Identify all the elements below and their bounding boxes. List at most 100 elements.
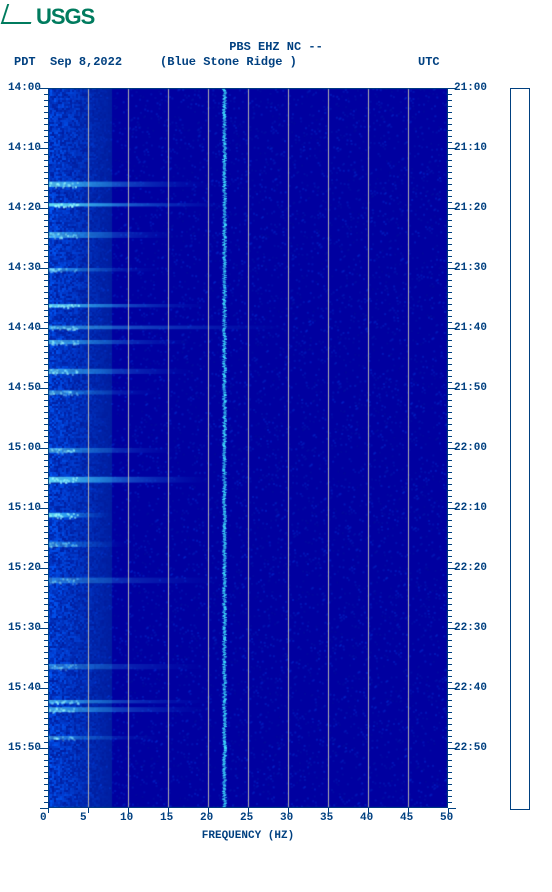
left-time-label: 15:40 <box>8 682 41 694</box>
y-tick <box>40 268 48 269</box>
y-tick <box>448 718 452 719</box>
y-tick <box>44 316 48 317</box>
y-tick <box>448 340 452 341</box>
y-tick <box>448 442 452 443</box>
y-tick <box>448 616 452 617</box>
y-tick <box>448 352 452 353</box>
y-tick <box>44 562 48 563</box>
y-tick <box>44 472 48 473</box>
left-timezone-label: PDT Sep 8,2022 <box>14 55 122 69</box>
y-tick <box>448 706 452 707</box>
y-tick <box>44 526 48 527</box>
y-tick <box>44 322 48 323</box>
y-tick <box>44 214 48 215</box>
x-tick-label: 35 <box>320 812 333 824</box>
y-tick <box>448 148 456 149</box>
y-tick <box>44 610 48 611</box>
y-tick <box>44 226 48 227</box>
y-tick <box>44 784 48 785</box>
y-tick <box>448 544 452 545</box>
left-time-label: 15:10 <box>8 502 41 514</box>
y-tick <box>448 184 452 185</box>
y-tick <box>44 238 48 239</box>
x-tick <box>128 808 129 813</box>
y-tick <box>40 388 48 389</box>
right-time-label: 22:00 <box>454 442 487 454</box>
y-tick <box>44 178 48 179</box>
y-tick <box>44 550 48 551</box>
y-tick <box>40 448 48 449</box>
y-tick <box>44 160 48 161</box>
y-tick <box>44 664 48 665</box>
y-tick <box>448 724 452 725</box>
y-tick <box>448 304 452 305</box>
y-tick <box>44 454 48 455</box>
x-axis-label: FREQUENCY (HZ) <box>48 830 448 842</box>
x-tick-label: 50 <box>440 812 453 824</box>
y-tick <box>448 202 452 203</box>
y-tick <box>44 718 48 719</box>
y-tick <box>448 700 452 701</box>
y-tick <box>448 178 452 179</box>
y-tick <box>448 106 452 107</box>
y-tick <box>44 736 48 737</box>
y-tick <box>448 778 452 779</box>
y-tick <box>448 568 456 569</box>
y-tick <box>448 736 452 737</box>
y-tick <box>448 262 452 263</box>
y-tick <box>44 196 48 197</box>
y-tick <box>44 502 48 503</box>
y-tick <box>448 514 452 515</box>
y-tick <box>44 460 48 461</box>
x-tick-label: 25 <box>240 812 253 824</box>
left-time-label: 15:20 <box>8 562 41 574</box>
y-tick <box>44 730 48 731</box>
y-tick <box>44 544 48 545</box>
y-tick <box>448 586 452 587</box>
y-tick <box>44 304 48 305</box>
y-tick <box>448 580 452 581</box>
usgs-logo: USGS <box>4 4 94 30</box>
y-tick <box>44 616 48 617</box>
y-tick <box>448 658 452 659</box>
y-tick <box>40 508 48 509</box>
y-tick <box>448 256 452 257</box>
y-tick <box>44 796 48 797</box>
y-tick <box>448 538 452 539</box>
y-tick <box>448 370 452 371</box>
y-tick <box>448 418 452 419</box>
y-tick <box>40 628 48 629</box>
y-tick <box>44 124 48 125</box>
y-tick <box>448 448 456 449</box>
y-tick <box>448 754 452 755</box>
y-tick <box>40 568 48 569</box>
y-tick <box>44 334 48 335</box>
right-time-label: 21:30 <box>454 262 487 274</box>
y-tick <box>44 652 48 653</box>
right-time-label: 21:20 <box>454 202 487 214</box>
y-tick <box>448 730 452 731</box>
y-tick <box>44 802 48 803</box>
y-tick <box>448 196 452 197</box>
y-tick <box>44 790 48 791</box>
y-tick <box>448 250 452 251</box>
y-tick <box>40 88 48 89</box>
y-tick <box>448 94 452 95</box>
y-tick <box>448 406 452 407</box>
x-tick <box>208 808 209 813</box>
y-tick <box>448 808 456 809</box>
left-time-label: 14:10 <box>8 142 41 154</box>
y-tick <box>448 232 452 233</box>
x-tick-label: 30 <box>280 812 293 824</box>
y-tick <box>44 424 48 425</box>
y-tick <box>44 604 48 605</box>
y-tick <box>44 100 48 101</box>
y-tick <box>448 220 452 221</box>
y-tick <box>448 646 452 647</box>
x-tick <box>48 808 49 813</box>
y-tick <box>448 142 452 143</box>
y-tick <box>44 706 48 707</box>
y-tick <box>44 250 48 251</box>
left-time-label: 15:50 <box>8 742 41 754</box>
right-time-label: 22:30 <box>454 622 487 634</box>
